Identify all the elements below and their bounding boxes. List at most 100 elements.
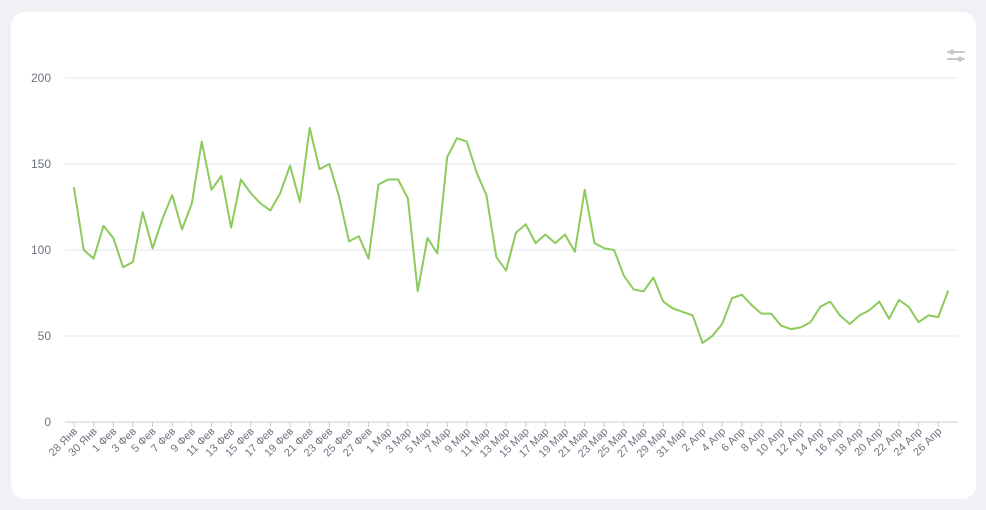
- data-point[interactable]: [836, 311, 844, 319]
- data-point[interactable]: [365, 255, 373, 263]
- data-point[interactable]: [924, 311, 932, 319]
- data-point[interactable]: [679, 308, 687, 316]
- data-point[interactable]: [266, 206, 274, 214]
- data-point[interactable]: [237, 175, 245, 183]
- data-point[interactable]: [669, 304, 677, 312]
- data-point[interactable]: [247, 189, 255, 197]
- data-point[interactable]: [404, 194, 412, 202]
- data-point[interactable]: [99, 222, 107, 230]
- data-point[interactable]: [149, 244, 157, 252]
- data-point[interactable]: [178, 225, 186, 233]
- data-point[interactable]: [797, 323, 805, 331]
- data-point[interactable]: [816, 303, 824, 311]
- data-point[interactable]: [610, 246, 618, 254]
- data-point[interactable]: [227, 224, 235, 232]
- data-point[interactable]: [257, 200, 265, 208]
- data-point[interactable]: [689, 311, 697, 319]
- data-point[interactable]: [414, 287, 422, 295]
- data-point[interactable]: [571, 248, 579, 256]
- data-point[interactable]: [384, 175, 392, 183]
- data-point[interactable]: [522, 220, 530, 228]
- data-point[interactable]: [325, 160, 333, 168]
- data-point[interactable]: [443, 153, 451, 161]
- data-point[interactable]: [826, 298, 834, 306]
- settings-button[interactable]: [937, 44, 971, 70]
- data-point[interactable]: [698, 339, 706, 347]
- data-point[interactable]: [168, 191, 176, 199]
- data-point[interactable]: [659, 298, 667, 306]
- data-point[interactable]: [748, 301, 756, 309]
- data-point[interactable]: [640, 287, 648, 295]
- data-point[interactable]: [885, 315, 893, 323]
- data-point[interactable]: [807, 318, 815, 326]
- y-tick-label: 200: [31, 71, 51, 85]
- data-point[interactable]: [80, 246, 88, 254]
- data-point[interactable]: [198, 138, 206, 146]
- data-point[interactable]: [286, 162, 294, 170]
- data-point[interactable]: [561, 231, 569, 239]
- data-point[interactable]: [473, 169, 481, 177]
- data-point[interactable]: [109, 234, 117, 242]
- data-point[interactable]: [590, 239, 598, 247]
- data-point[interactable]: [158, 215, 166, 223]
- data-point[interactable]: [934, 313, 942, 321]
- data-point[interactable]: [581, 186, 589, 194]
- data-point[interactable]: [482, 191, 490, 199]
- data-point[interactable]: [600, 244, 608, 252]
- data-point[interactable]: [915, 318, 923, 326]
- data-point[interactable]: [139, 208, 147, 216]
- y-tick-label: 100: [31, 243, 51, 257]
- data-point[interactable]: [649, 274, 657, 282]
- data-point[interactable]: [335, 193, 343, 201]
- data-point[interactable]: [846, 320, 854, 328]
- series-line-0: [73, 126, 949, 344]
- data-point[interactable]: [718, 320, 726, 328]
- data-point[interactable]: [276, 189, 284, 197]
- data-point[interactable]: [541, 231, 549, 239]
- data-point[interactable]: [374, 181, 382, 189]
- data-point[interactable]: [394, 175, 402, 183]
- data-point[interactable]: [856, 311, 864, 319]
- data-point[interactable]: [551, 239, 559, 247]
- data-point[interactable]: [787, 325, 795, 333]
- data-point[interactable]: [188, 200, 196, 208]
- data-point[interactable]: [217, 172, 225, 180]
- data-point[interactable]: [865, 306, 873, 314]
- data-point[interactable]: [90, 255, 98, 263]
- y-axis-ticks: 0 50 100 150 200: [31, 71, 51, 429]
- data-point[interactable]: [708, 332, 716, 340]
- data-point[interactable]: [512, 229, 520, 237]
- data-point[interactable]: [306, 124, 314, 132]
- data-point[interactable]: [355, 232, 363, 240]
- data-point[interactable]: [345, 237, 353, 245]
- data-point[interactable]: [296, 198, 304, 206]
- data-point[interactable]: [532, 239, 540, 247]
- data-point[interactable]: [453, 134, 461, 142]
- data-point[interactable]: [630, 286, 638, 294]
- data-point[interactable]: [463, 138, 471, 146]
- series-layer: [70, 124, 952, 347]
- data-point[interactable]: [728, 294, 736, 302]
- data-point[interactable]: [424, 234, 432, 242]
- data-point[interactable]: [433, 249, 441, 257]
- data-point[interactable]: [777, 322, 785, 330]
- data-point[interactable]: [944, 287, 952, 295]
- data-point[interactable]: [738, 291, 746, 299]
- data-point[interactable]: [129, 258, 137, 266]
- data-point[interactable]: [119, 263, 127, 271]
- data-point[interactable]: [895, 296, 903, 304]
- data-point[interactable]: [492, 253, 500, 261]
- data-point[interactable]: [620, 272, 628, 280]
- data-point[interactable]: [70, 184, 78, 192]
- data-point[interactable]: [502, 267, 510, 275]
- data-point[interactable]: [767, 310, 775, 318]
- y-tick-label: 0: [44, 415, 51, 429]
- data-point[interactable]: [875, 298, 883, 306]
- data-point[interactable]: [316, 165, 324, 173]
- data-point[interactable]: [207, 186, 215, 194]
- data-point[interactable]: [757, 310, 765, 318]
- y-tick-label: 50: [38, 329, 52, 343]
- data-point[interactable]: [905, 303, 913, 311]
